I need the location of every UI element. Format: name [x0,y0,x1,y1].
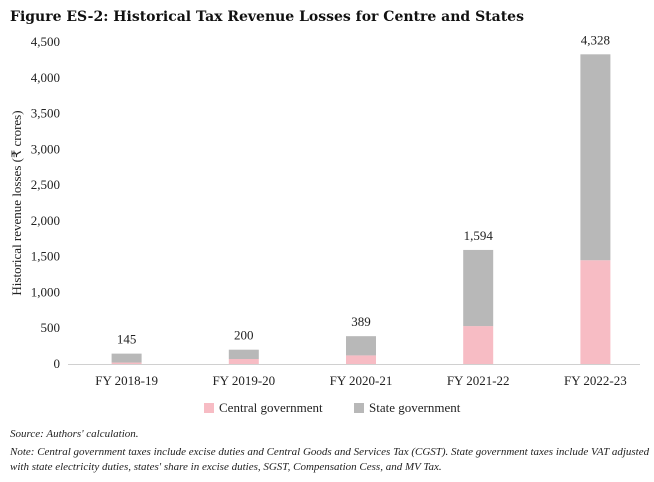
total-data-label: 145 [117,332,137,347]
y-tick-label: 1,000 [31,284,60,299]
legend: Central government State government [0,400,654,418]
y-tick-label: 4,000 [31,70,60,85]
legend-item-state: State government [354,400,460,416]
x-tick-label: FY 2021-22 [447,373,510,388]
legend-swatch-central [204,403,214,413]
x-tick-label: FY 2020-21 [330,373,393,388]
y-tick-label: 1,500 [31,249,60,264]
bar-central [346,355,376,364]
y-tick-label: 2,000 [31,213,60,228]
bar-central [580,260,611,364]
legend-label-central: Central government [219,400,323,415]
legend-swatch-state [354,403,364,413]
bar-state [111,353,142,363]
total-data-label: 4,328 [581,32,610,47]
bar-state [463,249,494,327]
y-tick-label: 3,000 [31,141,60,156]
total-data-label: 389 [351,314,371,329]
y-axis-label: Historical revenue losses (₹ crores) [9,110,24,295]
bar-state [228,349,259,359]
bar-state [346,336,376,356]
legend-item-central: Central government [204,400,323,416]
y-tick-label: 0 [54,356,61,371]
x-tick-label: FY 2019-20 [212,373,275,388]
x-tick-label: FY 2022-23 [564,373,627,388]
source-text: Source: Authors' calculation. [10,428,139,440]
bar-central [228,358,259,364]
bar-central [111,362,142,364]
y-tick-label: 3,500 [31,106,60,121]
y-tick-label: 2,500 [31,177,60,192]
y-tick-label: 500 [41,320,61,335]
bar-central [463,326,494,364]
total-data-label: 1,594 [464,228,494,243]
note-text: Note: Central government taxes include e… [10,446,650,473]
bar-chart: Historical revenue losses (₹ crores) 0 500… [9,32,640,388]
bar-state [580,54,611,261]
x-tick-label: FY 2018-19 [95,373,158,388]
y-tick-label: 4,500 [31,34,60,49]
total-data-label: 200 [234,328,254,343]
figure-title: Figure ES-2: Historical Tax Revenue Loss… [10,9,524,25]
legend-label-state: State government [369,400,461,415]
